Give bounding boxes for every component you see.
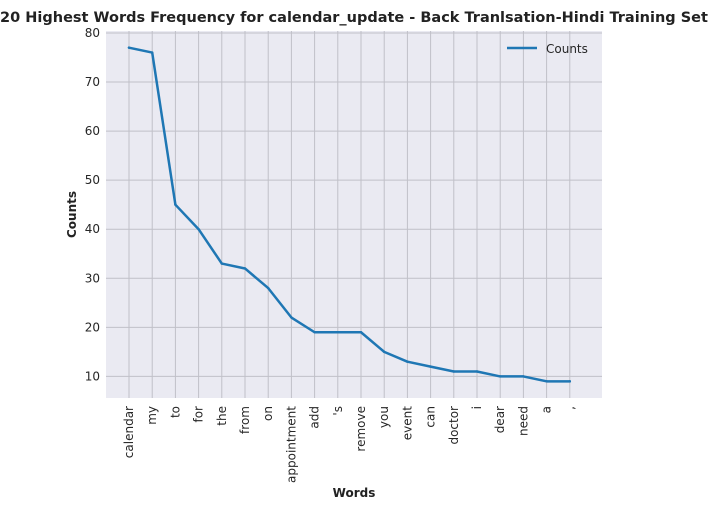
x-tick-label: on xyxy=(261,406,275,421)
y-tick-label: 80 xyxy=(85,26,100,40)
data-point xyxy=(545,380,548,383)
x-tick-label: need xyxy=(516,406,530,436)
x-axis-label: Words xyxy=(333,486,376,500)
series-layer xyxy=(127,46,572,383)
y-tick-label: 30 xyxy=(85,271,100,285)
data-point xyxy=(290,316,293,319)
data-point xyxy=(383,350,386,354)
x-tick-label: from xyxy=(238,406,252,434)
x-tick-label: you xyxy=(377,406,391,428)
data-point xyxy=(197,228,200,231)
x-tick-label: 's xyxy=(331,406,345,416)
x-tick-label: doctor xyxy=(447,406,461,445)
gridlines xyxy=(106,31,602,398)
y-axis-label: Counts xyxy=(65,191,79,238)
x-axis-ticks: calendar my to for the from on appointment add 's… xyxy=(122,406,577,483)
data-point xyxy=(406,360,409,363)
series-line-counts xyxy=(127,46,572,383)
y-tick-label: 40 xyxy=(85,222,100,236)
x-tick-label: remove xyxy=(354,406,368,452)
y-axis-ticks: 10 20 30 40 50 60 70 80 xyxy=(85,26,100,383)
x-tick-label: the xyxy=(215,406,229,426)
data-point xyxy=(220,262,223,265)
y-tick-label: 50 xyxy=(85,173,100,187)
x-tick-label: my xyxy=(145,406,159,425)
data-point xyxy=(174,203,177,206)
legend-label: Counts xyxy=(546,42,588,56)
data-point xyxy=(475,370,479,373)
y-tick-label: 10 xyxy=(85,369,100,383)
legend: Counts xyxy=(507,42,588,56)
x-tick-label: calendar xyxy=(122,406,136,458)
x-tick-label: appointment xyxy=(284,406,298,483)
x-tick-label: add xyxy=(308,406,322,429)
y-tick-label: 70 xyxy=(85,75,100,89)
x-tick-label: for xyxy=(192,406,206,423)
x-tick-label: i xyxy=(470,406,484,409)
x-tick-label: , xyxy=(563,406,577,410)
data-point xyxy=(267,286,270,290)
x-tick-label: event xyxy=(400,406,414,440)
chart-title: 20 Highest Words Frequency for calendar_… xyxy=(0,10,708,26)
data-point xyxy=(359,331,363,334)
data-point xyxy=(151,51,154,54)
y-tick-label: 60 xyxy=(85,124,100,138)
x-tick-label: dear xyxy=(493,406,507,433)
data-point xyxy=(336,331,339,334)
data-point xyxy=(313,331,316,334)
y-tick-label: 20 xyxy=(85,320,100,334)
x-tick-label: can xyxy=(424,406,438,428)
x-tick-label: to xyxy=(168,406,182,418)
data-point xyxy=(243,267,247,270)
data-point xyxy=(568,380,571,383)
data-point xyxy=(127,46,131,49)
data-point xyxy=(522,375,525,378)
data-point xyxy=(429,365,432,368)
data-point xyxy=(499,375,502,378)
plot-area xyxy=(106,31,602,398)
data-point xyxy=(452,370,455,373)
x-tick-label: a xyxy=(540,406,554,413)
